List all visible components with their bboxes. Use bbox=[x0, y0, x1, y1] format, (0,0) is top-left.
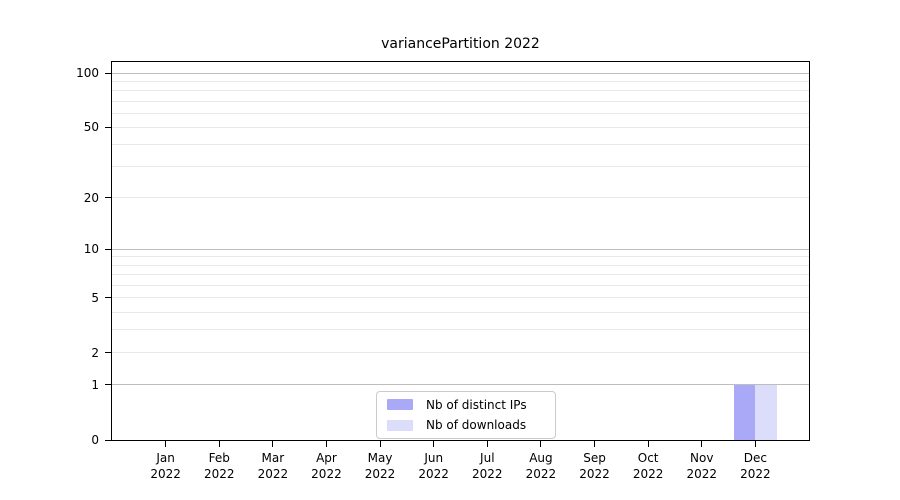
legend-label-downloads: Nb of downloads bbox=[426, 418, 527, 433]
y-tick-label: 1 bbox=[91, 377, 99, 392]
legend-label-distinct-ips: Nb of distinct IPs bbox=[426, 397, 527, 412]
y-tick bbox=[105, 439, 111, 441]
x-tick bbox=[379, 441, 381, 447]
y-tick bbox=[105, 197, 111, 199]
x-tick-label: Jan 2022 bbox=[150, 451, 181, 481]
y-gridline-minor bbox=[112, 197, 809, 199]
x-tick bbox=[754, 441, 756, 447]
y-gridline-major bbox=[112, 248, 809, 250]
x-tick bbox=[647, 441, 649, 447]
x-tick-label: Mar 2022 bbox=[257, 451, 289, 481]
y-gridline-minor bbox=[112, 126, 809, 128]
y-tick-label: 20 bbox=[83, 190, 99, 205]
y-tick bbox=[105, 352, 111, 354]
y-gridline-minor bbox=[112, 112, 809, 114]
y-tick bbox=[105, 72, 111, 74]
y-tick-label: 2 bbox=[91, 345, 99, 360]
x-tick bbox=[165, 441, 167, 447]
x-tick bbox=[540, 441, 542, 447]
bar-distinct-ips bbox=[733, 384, 756, 440]
x-tick bbox=[433, 441, 435, 447]
y-gridline-minor bbox=[112, 100, 809, 102]
y-tick bbox=[105, 384, 111, 386]
x-tick-label: May 2022 bbox=[364, 451, 396, 481]
y-tick bbox=[105, 297, 111, 299]
x-tick-label: Apr 2022 bbox=[311, 451, 342, 481]
y-tick bbox=[105, 248, 111, 250]
y-tick-label: 50 bbox=[83, 120, 99, 135]
x-tick-label: Feb 2022 bbox=[203, 451, 235, 481]
y-gridline-minor bbox=[112, 166, 809, 168]
y-gridline-minor bbox=[112, 144, 809, 146]
x-tick-label: Sep 2022 bbox=[579, 451, 610, 481]
x-tick bbox=[218, 441, 220, 447]
y-tick bbox=[105, 126, 111, 128]
x-tick-label: Dec 2022 bbox=[740, 451, 771, 481]
x-tick-label: Aug 2022 bbox=[525, 451, 557, 481]
x-tick-label: Jul 2022 bbox=[472, 451, 503, 481]
x-tick bbox=[272, 441, 274, 447]
y-gridline-minor bbox=[112, 264, 809, 266]
y-tick-label: 5 bbox=[91, 290, 99, 305]
y-gridline-minor bbox=[112, 274, 809, 276]
x-tick bbox=[701, 441, 703, 447]
y-gridline-major bbox=[112, 384, 809, 386]
y-gridline-minor bbox=[112, 297, 809, 299]
x-tick bbox=[594, 441, 596, 447]
legend: Nb of distinct IPs Nb of downloads bbox=[376, 391, 556, 439]
plot-area: 0 1 2 5 10 20 50 100 Jan 2022 Feb 2022 Mar 2022 Apr… bbox=[76, 61, 810, 481]
legend-item-distinct-ips: Nb of distinct IPs bbox=[385, 396, 547, 414]
y-gridline-minor bbox=[112, 256, 809, 258]
x-tick-label: Nov 2022 bbox=[686, 451, 718, 481]
chart-title: variancePartition 2022 bbox=[381, 36, 540, 52]
legend-swatch-downloads bbox=[387, 419, 413, 431]
y-gridline-minor bbox=[112, 329, 809, 331]
legend-item-downloads: Nb of downloads bbox=[385, 417, 547, 435]
y-gridline-minor bbox=[112, 311, 809, 313]
x-tick bbox=[486, 441, 488, 447]
bar-downloads bbox=[755, 384, 777, 440]
legend-swatch-distinct-ips bbox=[387, 399, 413, 411]
y-gridline-minor bbox=[112, 352, 809, 354]
y-gridline-minor bbox=[112, 284, 809, 286]
y-tick-label: 10 bbox=[83, 242, 99, 257]
y-gridline-minor bbox=[112, 80, 809, 82]
x-tick bbox=[325, 441, 327, 447]
y-tick-label: 100 bbox=[76, 66, 99, 80]
y-tick-label: 0 bbox=[91, 433, 99, 447]
y-gridline-minor bbox=[112, 90, 809, 92]
x-tick-label: Oct 2022 bbox=[632, 451, 664, 481]
y-gridline-major bbox=[112, 72, 809, 74]
x-tick-label: Jun 2022 bbox=[418, 451, 449, 481]
